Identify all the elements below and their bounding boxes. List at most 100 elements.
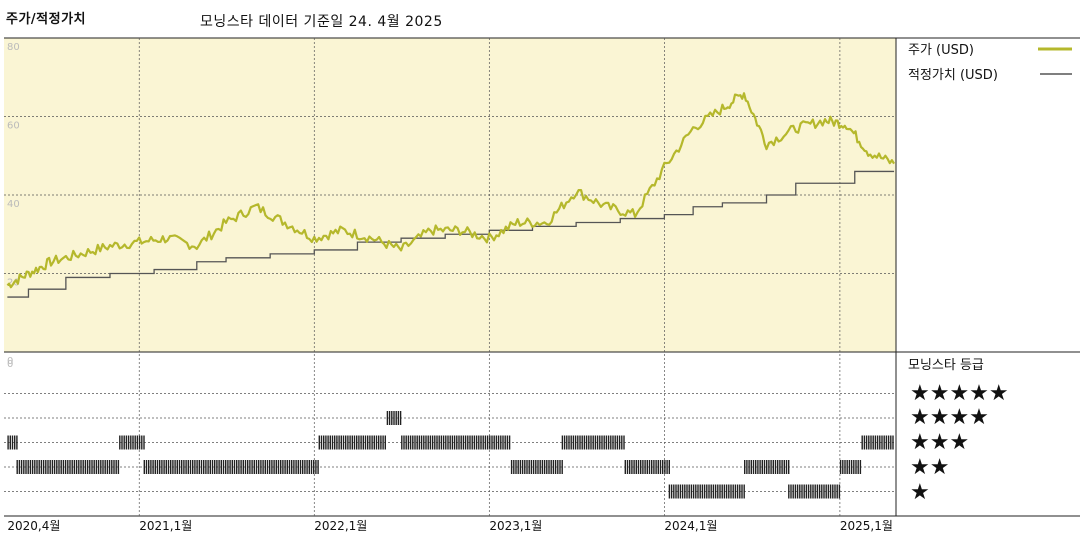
rating-tick xyxy=(233,460,236,474)
rating-tick xyxy=(616,435,619,450)
rating-tick xyxy=(449,435,451,450)
rating-tick xyxy=(323,435,325,450)
rating-tick xyxy=(282,460,284,474)
rating-tick xyxy=(247,460,249,474)
rating-tick xyxy=(89,460,91,474)
rating-tick xyxy=(690,484,693,499)
x-tick-label: 2022,1월 xyxy=(314,519,367,533)
rating-tick xyxy=(610,435,612,450)
rating-tick xyxy=(320,435,323,450)
rating-tick xyxy=(401,435,403,450)
rating-tick xyxy=(49,460,51,474)
rating-tick xyxy=(829,484,832,499)
rating-tick xyxy=(170,460,172,474)
chart-title: 주가/적정가치 xyxy=(6,12,87,27)
rating-tick xyxy=(178,460,181,474)
rating-tick xyxy=(16,435,18,450)
rating-tick xyxy=(585,435,588,450)
rating-tick xyxy=(812,484,814,499)
rating-tick xyxy=(839,460,842,474)
rating-tick xyxy=(125,435,128,450)
rating-tick xyxy=(750,460,752,474)
rating-tick xyxy=(14,435,16,450)
rating-tick xyxy=(785,460,788,474)
rating-tick xyxy=(662,460,664,474)
rating-tick xyxy=(546,460,548,474)
rating-tick xyxy=(451,435,454,450)
rating-tick xyxy=(317,460,319,474)
rating-tick xyxy=(629,460,631,474)
rating-tick xyxy=(657,460,659,474)
rating-tick xyxy=(150,460,152,474)
rating-tick xyxy=(517,460,519,474)
rating-tick xyxy=(163,460,165,474)
rating-tick xyxy=(605,435,608,450)
rating-tick xyxy=(818,484,821,499)
rating-tick xyxy=(673,484,675,499)
rating-tick xyxy=(242,460,244,474)
rating-tick xyxy=(519,460,522,474)
rating-tick xyxy=(823,484,825,499)
rating-tick xyxy=(382,435,384,450)
rating-axis-label: 0 xyxy=(7,359,13,370)
rating-tick xyxy=(356,435,358,450)
rating-tick xyxy=(550,460,552,474)
rating-tick xyxy=(152,460,154,474)
rating-tick xyxy=(635,460,637,474)
rating-segment xyxy=(318,435,386,450)
rating-tick xyxy=(351,435,353,450)
rating-tick xyxy=(770,460,772,474)
rating-tick xyxy=(141,435,143,450)
rating-tick xyxy=(373,435,375,450)
rating-2-stars: ★★ xyxy=(910,455,949,480)
rating-tick xyxy=(347,435,349,450)
rating-tick xyxy=(40,460,43,474)
rating-tick xyxy=(887,435,890,450)
rating-tick xyxy=(409,435,412,450)
rating-tick xyxy=(462,435,465,450)
rating-tick xyxy=(471,435,473,450)
rating-tick xyxy=(708,484,710,499)
rating-tick xyxy=(763,460,766,474)
rating-tick xyxy=(183,460,185,474)
rating-tick xyxy=(805,484,808,499)
rating-tick xyxy=(275,460,277,474)
rating-tick xyxy=(626,460,629,474)
rating-tick xyxy=(427,435,429,450)
rating-tick xyxy=(20,460,23,474)
rating-segment xyxy=(143,460,319,474)
rating-tick xyxy=(460,435,462,450)
rating-tick xyxy=(434,435,436,450)
rating-tick xyxy=(859,460,862,474)
rating-tick xyxy=(138,435,141,450)
rating-tick xyxy=(198,460,200,474)
rating-tick xyxy=(723,484,726,499)
rating-tick xyxy=(132,435,134,450)
rating-tick xyxy=(431,435,434,450)
rating-tick xyxy=(712,484,715,499)
rating-tick xyxy=(416,435,418,450)
rating-tick xyxy=(36,460,38,474)
rating-tick xyxy=(618,435,621,450)
rating-tick xyxy=(349,435,351,450)
rating-tick xyxy=(207,460,209,474)
rating-tick xyxy=(196,460,198,474)
rating-tick xyxy=(161,460,163,474)
rating-tick xyxy=(603,435,605,450)
rating-tick xyxy=(438,435,440,450)
rating-tick xyxy=(535,460,537,474)
rating-tick xyxy=(123,435,125,450)
rating-tick xyxy=(874,435,877,450)
rating-tick xyxy=(78,460,80,474)
rating-tick xyxy=(429,435,432,450)
x-tick-label: 2025,1월 xyxy=(840,519,893,533)
rating-tick xyxy=(11,435,14,450)
rating-tick xyxy=(701,484,704,499)
rating-tick xyxy=(262,460,264,474)
rating-tick xyxy=(334,435,336,450)
rating-tick xyxy=(286,460,288,474)
rating-tick xyxy=(570,435,572,450)
rating-tick xyxy=(530,460,533,474)
rating-tick xyxy=(80,460,82,474)
rating-tick xyxy=(106,460,109,474)
